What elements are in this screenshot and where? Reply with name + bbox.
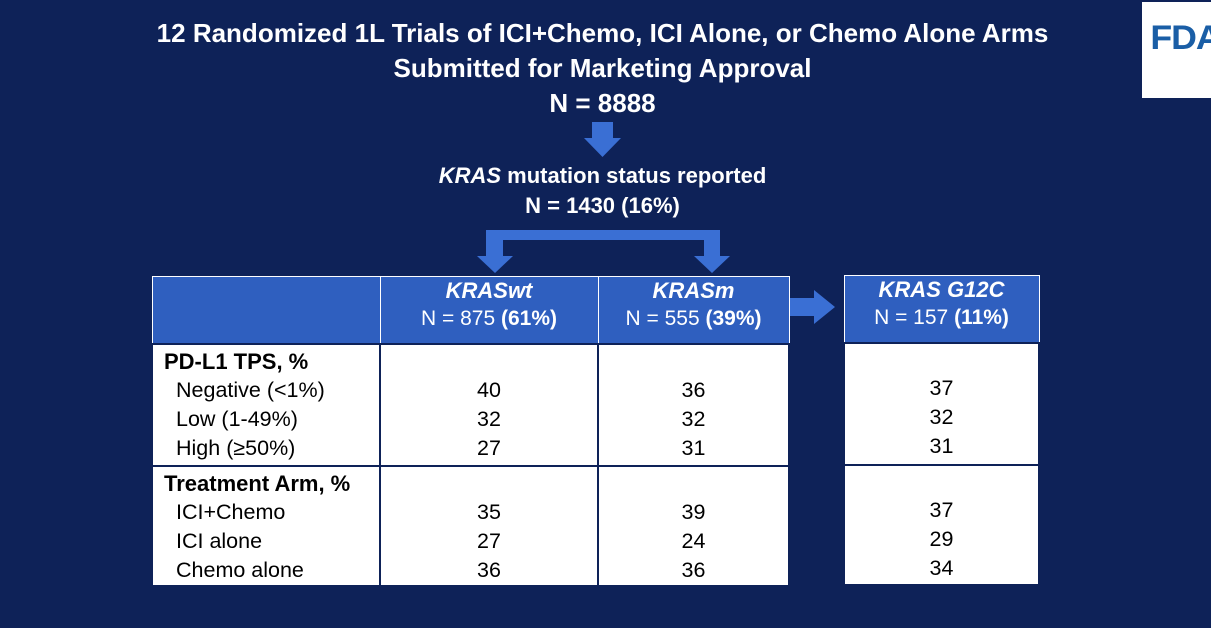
- kras-reported-label: KRAS mutation status reported: [438, 163, 767, 188]
- cell-value: 34: [929, 555, 954, 580]
- cell-value: 24: [681, 528, 706, 553]
- pdl1-section: PD-L1 TPS, % Negative (<1%) Low (1-49%) …: [151, 343, 790, 467]
- cell-value: 32: [929, 404, 954, 429]
- slide-title-line1: 12 Randomized 1L Trials of ICI+Chemo, IC…: [156, 18, 1049, 48]
- right-arrow-icon: [788, 290, 835, 324]
- cell-value: 27: [477, 528, 501, 553]
- cell-value: 37: [929, 376, 954, 400]
- row-label: Negative (<1%): [176, 378, 325, 402]
- cell-value: 37: [929, 498, 954, 522]
- cell-value: 40: [477, 378, 501, 402]
- treatment-section: Treatment Arm, % ICI+Chemo ICI alone Che…: [151, 465, 790, 587]
- row-label: High (≥50%): [176, 435, 296, 460]
- cell-value: 36: [477, 557, 501, 582]
- cell-value: 31: [929, 433, 954, 458]
- cell-value: 39: [681, 500, 706, 524]
- cell-value: 35: [477, 500, 501, 524]
- row-label: ICI alone: [176, 528, 263, 553]
- header-empty-cell: [151, 276, 381, 345]
- row-label: Low (1-49%): [176, 406, 298, 431]
- fda-logo: FDA: [1142, 2, 1211, 98]
- cell-value: 29: [929, 526, 954, 551]
- kras-g12c-table: KRAS G12C N = 157 (11%) 37 32 31 37 29 3…: [843, 275, 1040, 586]
- row-label: ICI+Chemo: [176, 500, 286, 524]
- section-title-pdl1: PD-L1 TPS, %: [164, 349, 309, 374]
- header-kraswt: KRASwt N = 875 (61%): [379, 276, 599, 345]
- row-label: Chemo alone: [176, 557, 304, 582]
- cell-value: 31: [681, 435, 706, 460]
- split-arrow-icon: [477, 230, 730, 273]
- cell-value: 32: [477, 406, 501, 431]
- header-kras-g12c: KRAS G12C N = 157 (11%): [843, 275, 1040, 344]
- g12c-pdl1-section: 37 32 31: [843, 342, 1040, 466]
- slide-title-total-n: N = 8888: [549, 88, 656, 118]
- slide-title-line2: Submitted for Marketing Approval: [393, 53, 812, 83]
- cell-value: 36: [681, 557, 706, 582]
- g12c-treatment-section: 37 29 34: [843, 464, 1040, 586]
- header-krasm: KRASm N = 555 (39%): [597, 276, 790, 345]
- fda-logo-text: FDA: [1150, 19, 1211, 57]
- cell-value: 32: [681, 406, 706, 431]
- cell-value: 36: [681, 378, 706, 402]
- kras-table: KRASwt N = 875 (61%) KRASm N = 555 (39%)…: [151, 276, 790, 587]
- section-title-treatment: Treatment Arm, %: [164, 471, 351, 496]
- kras-reported-n: N = 1430 (16%): [525, 193, 680, 218]
- down-arrow-icon: [584, 122, 621, 157]
- cell-value: 27: [477, 435, 501, 460]
